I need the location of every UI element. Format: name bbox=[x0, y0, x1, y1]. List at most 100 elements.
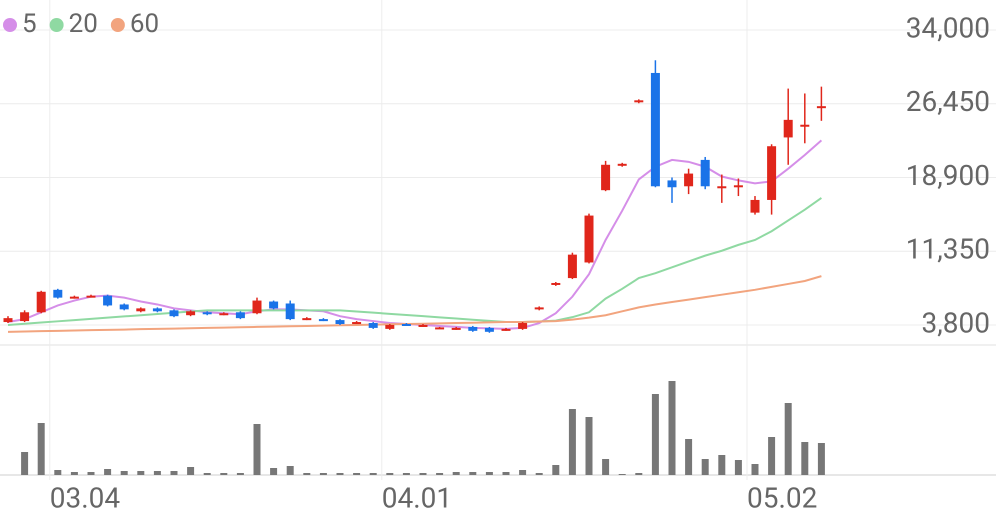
volume-bar bbox=[734, 460, 742, 475]
candle-body bbox=[269, 301, 279, 309]
candle-body bbox=[401, 323, 411, 326]
volume-bar bbox=[153, 471, 161, 475]
candle-body bbox=[733, 185, 743, 188]
volume-bar bbox=[54, 470, 62, 475]
volume-bar bbox=[270, 468, 278, 475]
volume-bar bbox=[104, 469, 112, 475]
volume-bar bbox=[668, 381, 676, 475]
volume-bar bbox=[751, 464, 759, 475]
volume-bar bbox=[120, 471, 128, 475]
candle-body bbox=[3, 318, 13, 323]
candle-body bbox=[435, 327, 445, 330]
volume-bar bbox=[170, 471, 178, 475]
candle-body bbox=[36, 291, 46, 313]
x-tick-label: 05.02 bbox=[747, 481, 817, 514]
candle-body bbox=[352, 322, 362, 325]
volume-bar bbox=[386, 473, 394, 475]
volume-bar bbox=[452, 472, 460, 475]
candle-body bbox=[385, 324, 395, 329]
candle-body bbox=[468, 326, 478, 331]
volume-bar bbox=[519, 470, 527, 475]
volume-bar bbox=[784, 403, 792, 475]
candle-body bbox=[86, 295, 96, 298]
ma-line bbox=[7, 139, 823, 330]
candle-body bbox=[119, 304, 129, 310]
volume-bar bbox=[402, 473, 410, 475]
volume-bar bbox=[187, 467, 195, 475]
volume-bar bbox=[618, 474, 626, 475]
legend-marker bbox=[110, 18, 125, 32]
candle-body bbox=[684, 173, 694, 187]
legend-label: 5 bbox=[22, 9, 37, 39]
candle-body bbox=[302, 318, 312, 321]
candle-body bbox=[20, 312, 30, 322]
candle-body bbox=[69, 296, 79, 299]
x-tick-label: 03.04 bbox=[50, 481, 121, 514]
legend-label: 60 bbox=[130, 9, 159, 39]
volume-bar bbox=[718, 455, 726, 475]
volume-bar bbox=[485, 472, 493, 475]
volume-bar bbox=[685, 439, 693, 475]
volume-bar bbox=[651, 394, 659, 475]
volume-bar bbox=[236, 473, 244, 475]
volume bbox=[21, 381, 825, 475]
y-tick-label: 11,350 bbox=[906, 233, 990, 266]
candle-body bbox=[186, 311, 196, 316]
legend-marker bbox=[3, 18, 17, 32]
candle-body bbox=[285, 303, 295, 320]
volume-bar bbox=[635, 473, 643, 475]
candle-body bbox=[501, 328, 511, 331]
y-tick-label: 34,000 bbox=[906, 11, 990, 44]
candle-body bbox=[700, 159, 710, 187]
volume-bar bbox=[353, 473, 361, 475]
candle-body bbox=[584, 215, 594, 263]
volume-bar bbox=[21, 452, 29, 475]
legend-label: 20 bbox=[69, 9, 98, 39]
legend-marker bbox=[49, 18, 64, 32]
candle-body bbox=[136, 308, 146, 312]
candle-body bbox=[451, 327, 461, 330]
volume-bar bbox=[602, 459, 610, 475]
ma-line bbox=[7, 197, 822, 326]
candle-body bbox=[235, 312, 245, 319]
volume-bar bbox=[203, 473, 211, 475]
labels: 3,800 11,350 18,900 26,450 34,000 03.04 04.01 0… bbox=[3, 9, 990, 514]
volume-bar bbox=[701, 459, 709, 475]
moving-averages bbox=[7, 139, 823, 333]
y-tick-label: 26,450 bbox=[906, 85, 990, 118]
volume-bar bbox=[253, 424, 261, 475]
volume-bar bbox=[502, 472, 510, 475]
candle-body bbox=[518, 323, 528, 329]
volume-bar bbox=[336, 473, 344, 475]
volume-bar bbox=[568, 409, 576, 475]
candle-body bbox=[767, 146, 777, 200]
candle-body bbox=[634, 100, 644, 103]
candle-body bbox=[219, 313, 229, 316]
candle-body bbox=[53, 289, 63, 298]
y-tick-label: 3,800 bbox=[922, 306, 990, 339]
candle-body bbox=[368, 323, 378, 328]
volume-bar bbox=[220, 473, 228, 475]
candle-body bbox=[650, 72, 660, 187]
candle-body bbox=[202, 312, 212, 315]
volume-bar bbox=[70, 472, 78, 475]
candle-body bbox=[169, 310, 179, 317]
candle-body bbox=[551, 282, 561, 285]
candle-body bbox=[484, 327, 494, 332]
candle-body bbox=[601, 164, 611, 191]
volume-bar bbox=[469, 472, 477, 475]
candle-body bbox=[152, 308, 162, 312]
volume-bar bbox=[286, 466, 294, 475]
candle-body bbox=[816, 106, 826, 109]
volume-bar bbox=[419, 473, 427, 475]
candle-body bbox=[800, 124, 810, 127]
ma-line bbox=[7, 275, 822, 333]
volume-bar bbox=[37, 423, 45, 475]
x-tick-label: 04.01 bbox=[382, 481, 452, 514]
candle-body bbox=[717, 186, 727, 189]
volume-bar bbox=[768, 437, 776, 475]
candle-body bbox=[252, 300, 262, 314]
candle-body bbox=[567, 254, 577, 279]
volume-bar bbox=[303, 473, 311, 475]
